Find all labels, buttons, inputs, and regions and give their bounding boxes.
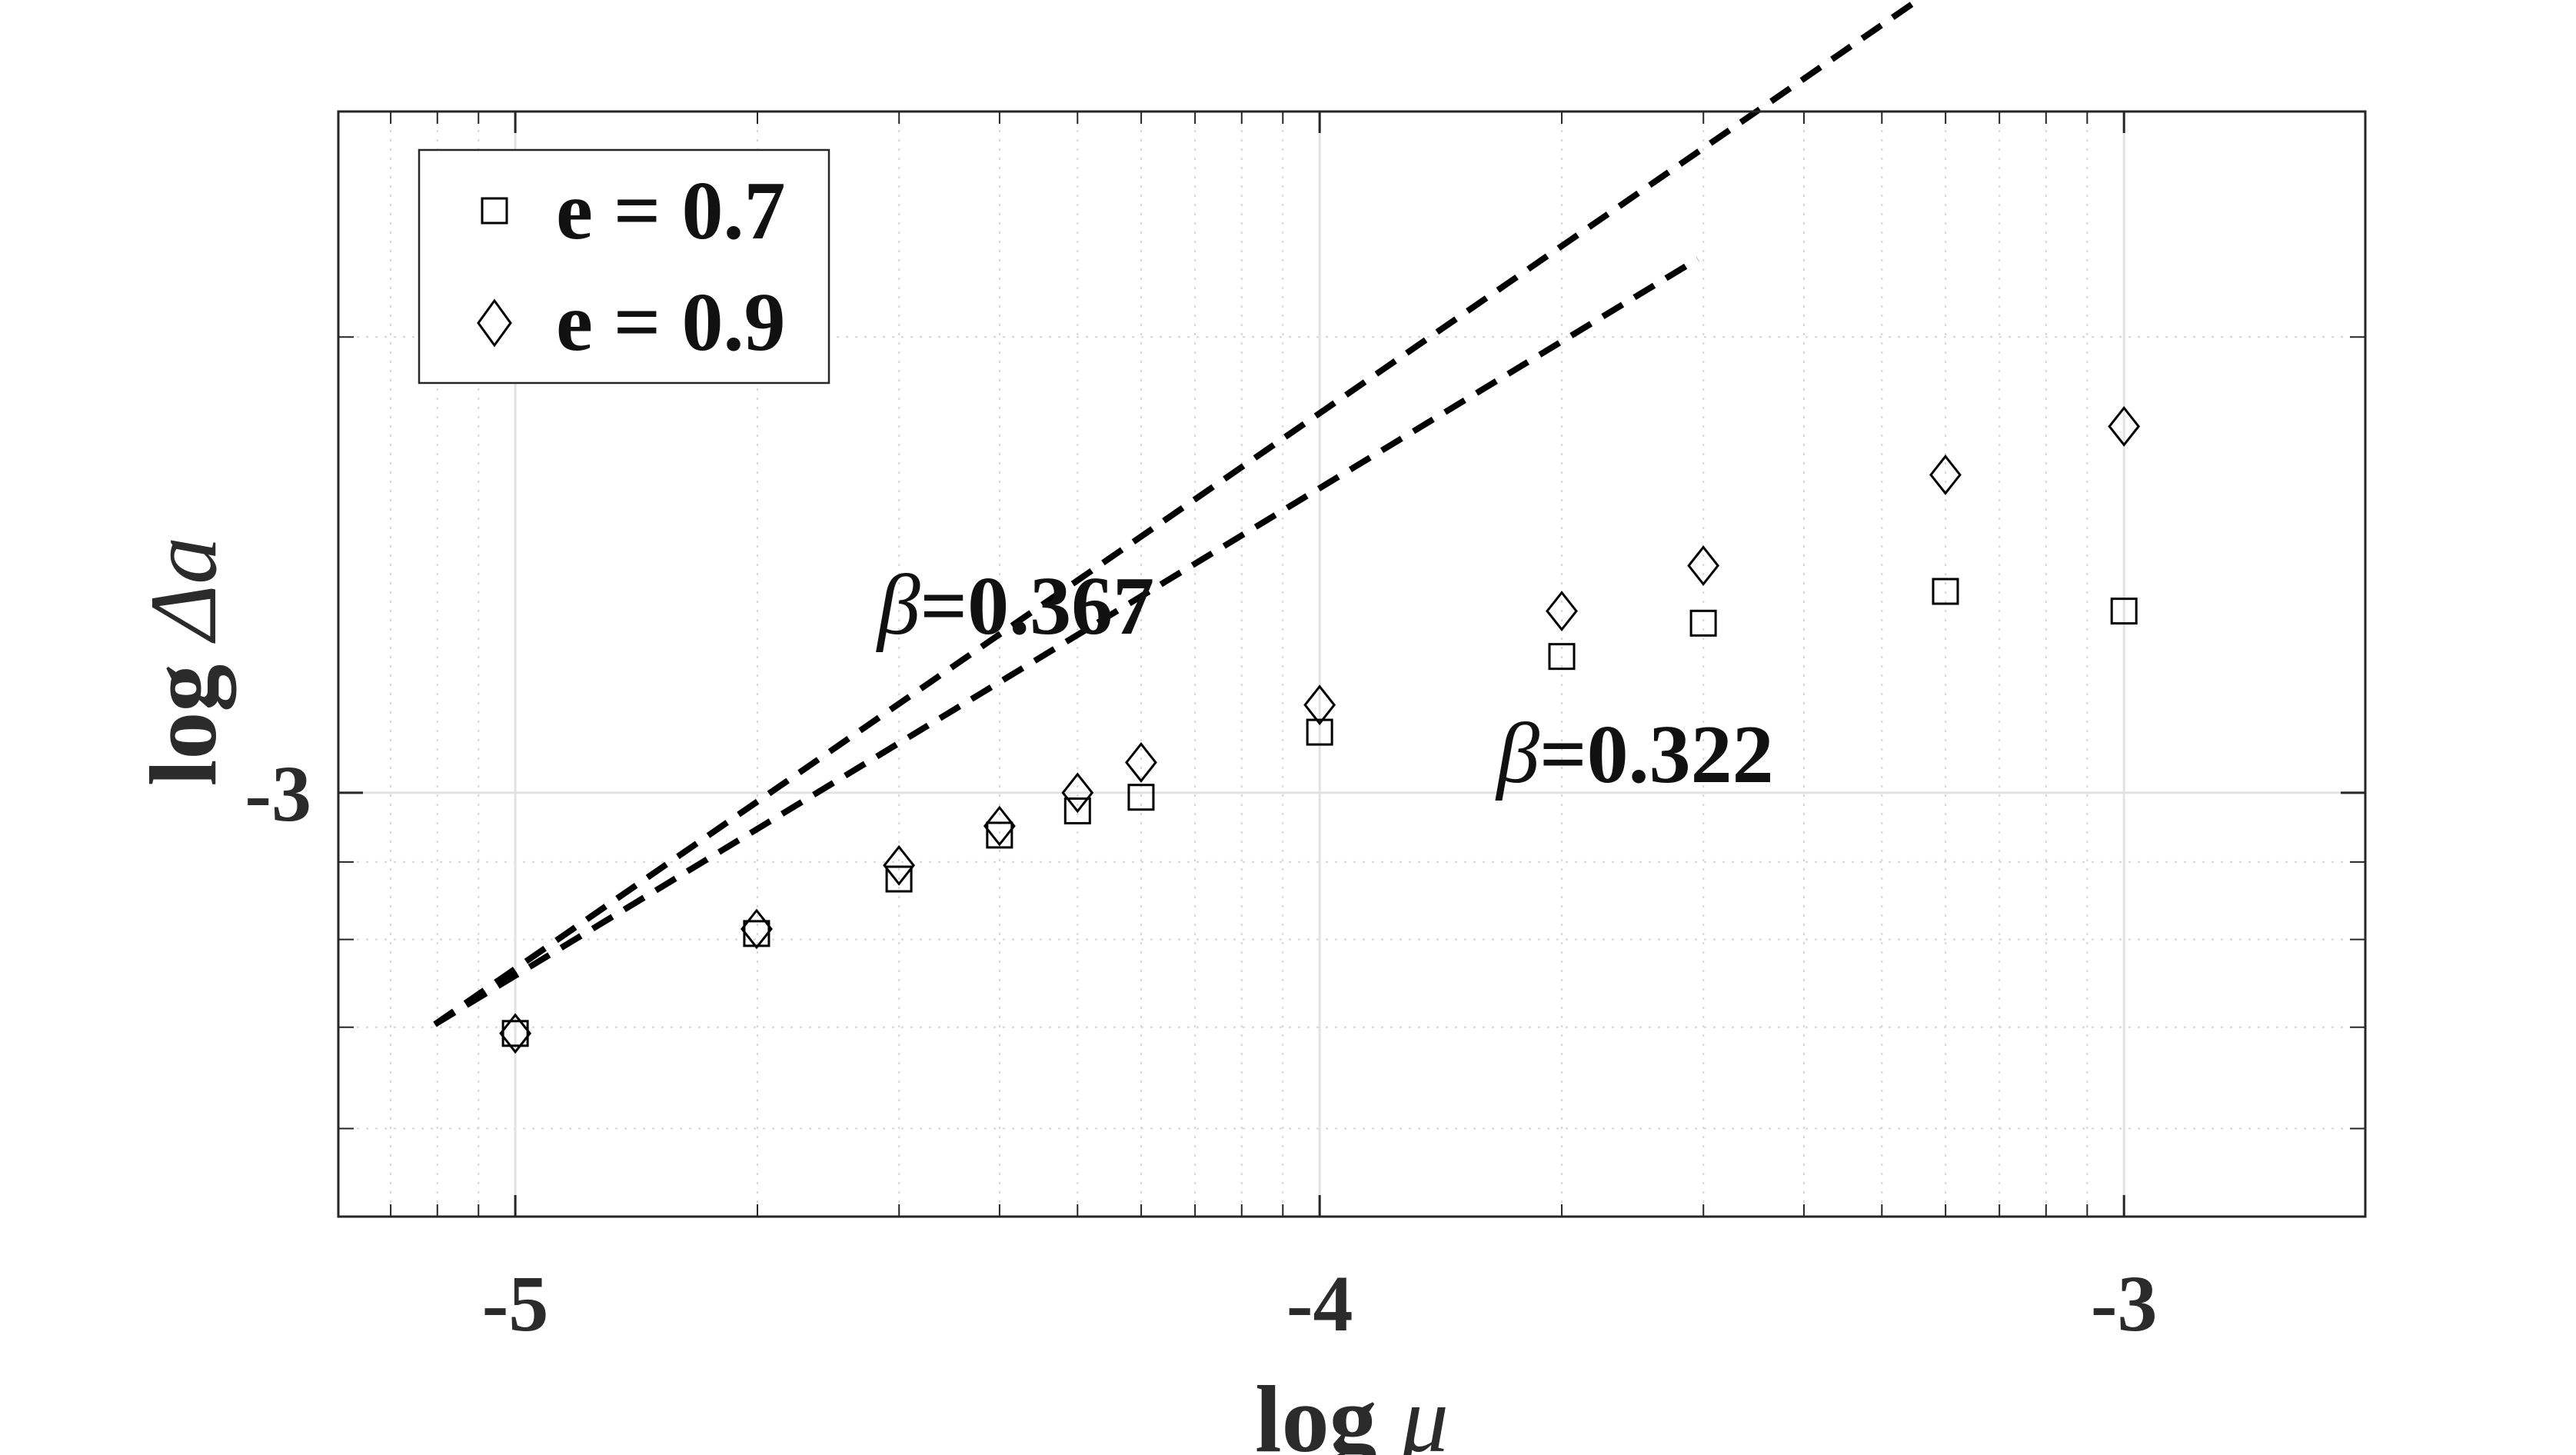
slope-annotation: β=0.367 xyxy=(876,558,1154,653)
slope-annotation-symbol: β xyxy=(1495,706,1539,801)
legend-diamond-marker-icon xyxy=(477,298,512,348)
tick-labels: -5 -4 -3 -3 xyxy=(245,750,2157,1348)
minor-grid xyxy=(338,112,2365,1217)
x-axis-label: log μ xyxy=(1255,1367,1449,1455)
x-tick-label: -3 xyxy=(2091,1260,2158,1348)
axis-ticks xyxy=(338,112,2365,1217)
diamond-marker xyxy=(741,908,773,950)
diamond-marker xyxy=(1303,684,1336,726)
y-axis-label: log Δa xyxy=(131,537,237,786)
square-marker xyxy=(1689,609,1717,637)
x-tick-label: -5 xyxy=(482,1260,549,1348)
diamond-marker xyxy=(1125,742,1157,783)
diamond-marker xyxy=(499,1013,532,1054)
fit-lines xyxy=(433,0,1924,1027)
y-axis-label-symbol: Δa xyxy=(131,537,236,644)
diamond-marker xyxy=(883,844,915,886)
fit-line-beta-0.322 xyxy=(433,256,1699,1027)
square-marker xyxy=(2110,598,2138,625)
slope-annotation: β=0.322 xyxy=(1495,706,1773,801)
diamond-marker xyxy=(1929,454,1962,495)
x-axis-label-symbol: μ xyxy=(1400,1367,1449,1455)
data-markers xyxy=(499,406,2141,1054)
legend-label-series-1: e = 0.7 xyxy=(556,165,785,257)
fit-line-beta-0.367 xyxy=(433,0,1924,1027)
legend-box xyxy=(418,148,830,385)
square-marker xyxy=(1932,578,1959,605)
square-marker xyxy=(986,821,1013,849)
square-marker xyxy=(1127,784,1155,811)
square-marker xyxy=(501,1020,529,1047)
diamond-marker xyxy=(983,805,1016,847)
legend-square-marker-icon xyxy=(481,197,508,225)
legend-label-series-2: e = 0.9 xyxy=(556,277,785,368)
y-axis-label-prefix: log xyxy=(131,641,237,786)
slope-annotation-symbol: β xyxy=(876,558,920,653)
square-marker xyxy=(1063,797,1091,824)
plot-frame xyxy=(337,110,2367,1218)
y-tick-label: -3 xyxy=(245,750,311,838)
diamond-marker xyxy=(2108,406,2141,447)
legend: e = 0.7 e = 0.9 xyxy=(418,148,830,385)
square-marker xyxy=(885,865,913,893)
diamond-marker xyxy=(1061,772,1094,814)
slope-annotation-value: =0.367 xyxy=(920,561,1155,652)
slope-annotation-value: =0.322 xyxy=(1539,709,1774,801)
x-axis-label-prefix: log xyxy=(1255,1367,1400,1455)
diamond-marker xyxy=(1546,591,1578,632)
diamond-marker xyxy=(1687,545,1720,586)
x-tick-label: -4 xyxy=(1286,1260,1353,1348)
square-marker xyxy=(1548,643,1576,671)
square-marker xyxy=(1306,718,1333,746)
